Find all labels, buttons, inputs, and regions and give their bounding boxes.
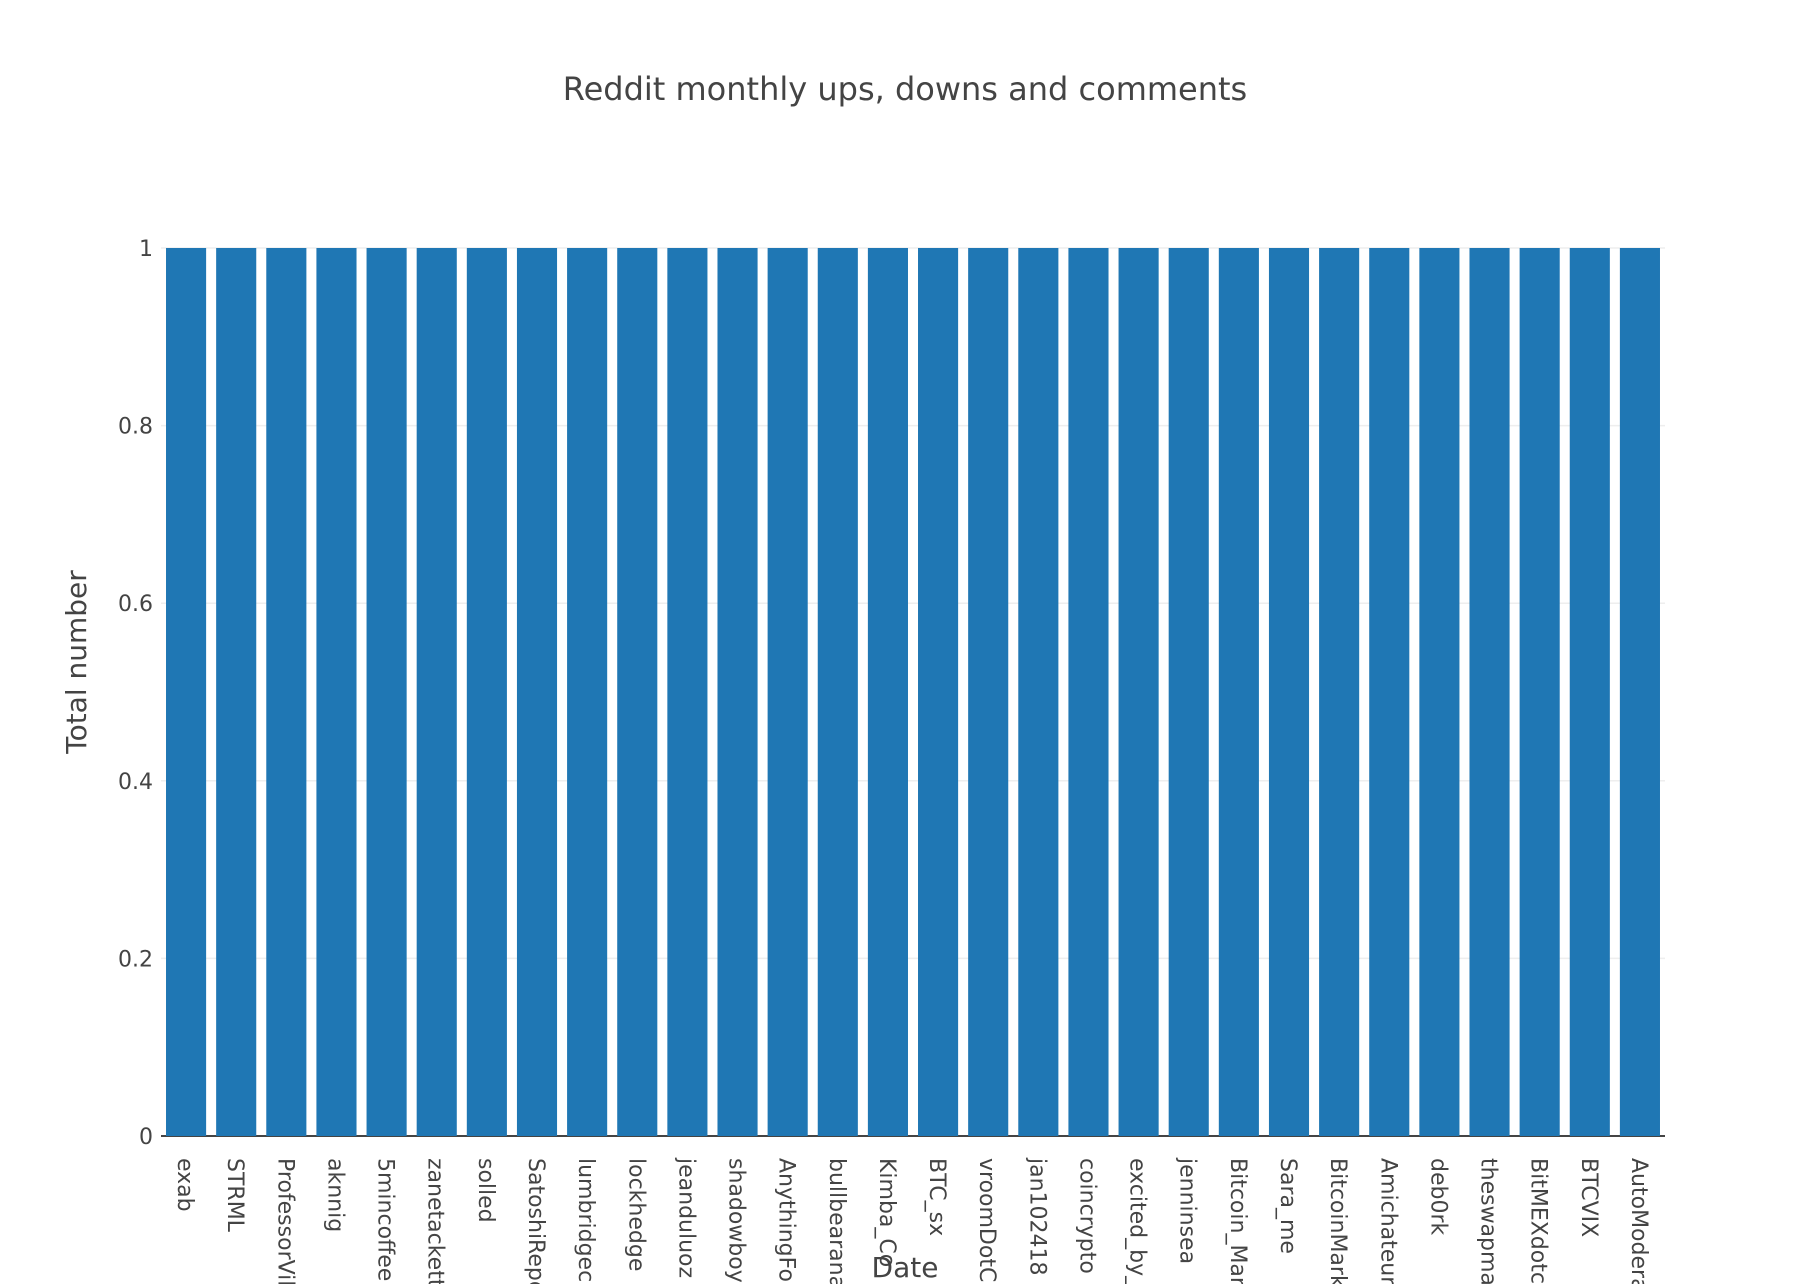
x-tick-label: BitcoinMark [1325, 1158, 1350, 1284]
bar [1218, 248, 1259, 1136]
x-axis-ticks: exab STRML ProfessorVil aknnig 5mincoffee zan… [172, 1157, 1651, 1284]
y-tick-label: 0 [139, 1125, 153, 1150]
y-axis-title: Total number [60, 570, 93, 755]
bar [817, 248, 858, 1136]
bar [1519, 248, 1560, 1136]
x-axis-title: Date [872, 1251, 939, 1284]
x-tick-label: exab [172, 1158, 197, 1212]
x-tick-label: jenninsea [1175, 1157, 1200, 1264]
x-tick-label: vroomDotC [974, 1158, 999, 1282]
x-tick-label: deb0rk [1425, 1158, 1450, 1236]
bar [1268, 248, 1310, 1136]
bar [617, 248, 658, 1136]
bar [1068, 248, 1109, 1136]
bar [266, 248, 307, 1136]
x-tick-label: 5mincoffee [373, 1158, 398, 1281]
bar [717, 248, 758, 1136]
x-tick-label: AutoModera [1626, 1158, 1651, 1284]
bar [1419, 248, 1460, 1136]
x-tick-label: BTC_sx [924, 1158, 949, 1236]
y-axis-ticks: 0 0.2 0.4 0.6 0.8 1 [118, 237, 153, 1150]
x-tick-label: ProfessorVil [272, 1158, 297, 1284]
bars [166, 248, 1660, 1136]
bar [1469, 248, 1510, 1136]
bar [767, 248, 808, 1136]
x-tick-label: STRML [222, 1158, 247, 1233]
bar [918, 248, 959, 1136]
bar [316, 248, 357, 1136]
y-tick-label: 0.6 [118, 592, 153, 617]
x-tick-label: BitMEXdotc [1526, 1158, 1551, 1284]
bar [1319, 248, 1360, 1136]
bar [216, 248, 257, 1136]
x-tick-label: theswapma [1476, 1158, 1501, 1284]
bar [1569, 248, 1610, 1136]
bar [1018, 248, 1059, 1136]
x-tick-label: AnythingFo [774, 1158, 799, 1282]
bar [667, 248, 708, 1136]
y-tick-label: 0.4 [118, 770, 153, 795]
bar [166, 248, 207, 1136]
bar [1168, 248, 1209, 1136]
y-tick-label: 1 [139, 237, 153, 262]
x-tick-label: jan102418 [1024, 1157, 1049, 1276]
bar [516, 248, 558, 1136]
x-tick-label: zanetackett [423, 1158, 448, 1284]
x-tick-label: Amichateur [1375, 1158, 1400, 1284]
x-tick-label: lumbridgeci [573, 1158, 598, 1284]
x-tick-label: solled [473, 1158, 498, 1223]
x-tick-label: aknnig [322, 1158, 347, 1232]
x-tick-label: SatoshiRepo [523, 1158, 548, 1284]
x-tick-label: Sara_me [1275, 1158, 1300, 1254]
bar [567, 248, 608, 1136]
x-tick-label: lockhedge [623, 1158, 648, 1271]
y-tick-label: 0.8 [118, 415, 153, 440]
x-tick-label: shadowboya [724, 1158, 749, 1284]
bar [867, 248, 908, 1136]
bar [1118, 248, 1159, 1136]
bar [466, 248, 507, 1136]
bar [968, 248, 1009, 1136]
x-tick-label: BTCVIX [1576, 1158, 1601, 1237]
bar [1619, 248, 1660, 1136]
chart-title: Reddit monthly ups, downs and comments [563, 70, 1247, 108]
x-tick-label: Bitcoin_Mar [1225, 1158, 1250, 1284]
x-tick-label: jeanduluoz [673, 1157, 698, 1278]
bar [1369, 248, 1410, 1136]
y-tick-label: 0.2 [118, 947, 153, 972]
x-tick-label: excited_by_ [1125, 1158, 1150, 1284]
x-tick-label: coincrypto [1074, 1158, 1099, 1274]
gridlines [161, 247, 1665, 1137]
bar [416, 248, 457, 1136]
bar [366, 248, 407, 1136]
x-tick-label: Kimba_Co [874, 1158, 899, 1267]
x-tick-label: bullbearana [824, 1158, 849, 1284]
